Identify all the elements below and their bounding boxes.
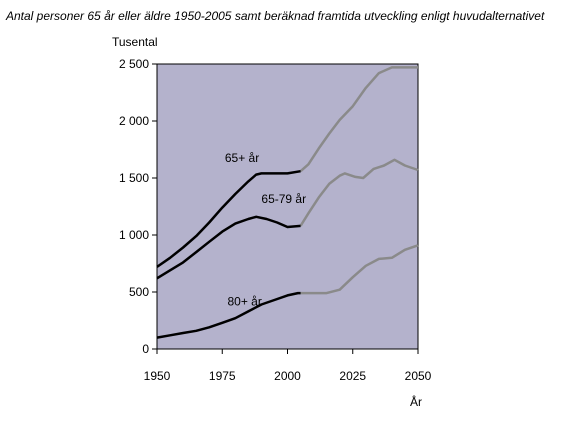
series-65-79-r-projection-line — [299, 158, 419, 227]
y-tick-label: 1 500 — [119, 171, 149, 185]
y-tick-label: 2 500 — [119, 57, 149, 71]
x-tick-label: 1975 — [209, 369, 236, 383]
x-tick-label: 1950 — [144, 369, 171, 383]
x-tick-label: 2050 — [405, 369, 432, 383]
series-label-80-r: 80+ år — [227, 295, 261, 309]
axis-layer: 0 500 1 000 1 500 2 000 2 500 1950 1975 2000 2025… — [119, 57, 432, 383]
y-tick-label: 0 — [142, 342, 149, 356]
y-tick-label: 500 — [129, 285, 149, 299]
series-layer: 65+ år 65-79 år 80+ år — [156, 66, 419, 339]
y-axis-title: Tusental — [112, 35, 158, 49]
series-65-r-historical-line — [156, 169, 301, 268]
series-80-r-historical-line — [156, 291, 301, 339]
series-65-79-r-historical-line — [156, 215, 301, 280]
y-tick-label: 1 000 — [119, 228, 149, 242]
series-80-r-projection-line — [300, 244, 419, 295]
x-tick-label: 2025 — [339, 369, 366, 383]
x-axis-title: År — [410, 394, 422, 409]
series-label-65-r: 65+ år — [225, 151, 259, 165]
series-65-r-projection-line — [299, 66, 418, 173]
plot-area — [156, 63, 419, 350]
series-label-65-79-r: 65-79 år — [261, 192, 306, 206]
x-tick-label: 2000 — [274, 369, 301, 383]
chart-title: Antal personer 65 år eller äldre 1950-20… — [5, 9, 545, 23]
y-tick-label: 2 000 — [119, 114, 149, 128]
